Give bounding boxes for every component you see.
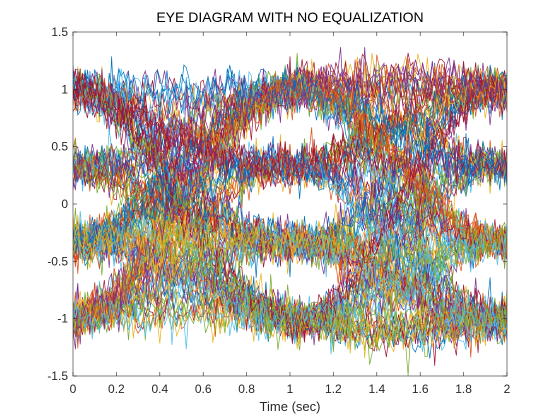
- trace-line: [73, 223, 507, 344]
- x-tick-label: 0.8: [238, 382, 255, 396]
- x-tick-label: 1: [287, 382, 294, 396]
- trace-line: [73, 68, 507, 344]
- trace-line: [73, 220, 507, 350]
- x-tick-label: 2: [504, 382, 511, 396]
- x-tick-label: 0: [70, 382, 77, 396]
- trace-line: [73, 71, 507, 264]
- x-axis: 0 0.2 0.4 0.6 0.8 1 1.2 1.4 1.6 1.8 2: [70, 32, 511, 396]
- trace-line: [73, 47, 507, 186]
- chart-title: EYE DIAGRAM WITH NO EQUALIZATION: [156, 9, 424, 25]
- trace-line: [73, 66, 507, 182]
- trace-line: [73, 70, 507, 183]
- trace-line: [73, 68, 507, 343]
- x-tick-label: 0.2: [108, 382, 125, 396]
- trace-line: [73, 128, 507, 338]
- x-tick-label: 1.8: [455, 382, 472, 396]
- trace-line: [73, 224, 507, 352]
- y-tick-label: -1.5: [47, 369, 68, 383]
- trace-line: [73, 62, 507, 350]
- trace-line: [73, 209, 507, 342]
- trace-line: [73, 66, 507, 341]
- y-tick-label: 0: [61, 197, 68, 211]
- trace-line: [73, 80, 507, 332]
- eye-traces: [73, 47, 507, 376]
- y-tick-label: 1.5: [51, 25, 68, 39]
- trace-line: [73, 71, 507, 266]
- trace-line: [73, 78, 507, 261]
- trace-line: [73, 69, 507, 252]
- x-tick-label: 1.2: [325, 382, 342, 396]
- trace-line: [73, 61, 507, 338]
- trace-line: [73, 69, 507, 352]
- y-axis: -1.5 -1 -0.5 0 0.5 1 1.5: [47, 25, 507, 383]
- x-tick-label: 1.6: [412, 382, 429, 396]
- y-tick-label: -1: [57, 312, 68, 326]
- trace-line: [73, 220, 507, 331]
- y-tick-label: 1: [61, 82, 68, 96]
- x-tick-label: 0.4: [151, 382, 168, 396]
- x-tick-label: 1.4: [368, 382, 385, 396]
- x-axis-label: Time (sec): [259, 399, 321, 414]
- trace-line: [73, 147, 507, 337]
- y-tick-label: -0.5: [47, 254, 68, 268]
- x-tick-label: 0.6: [195, 382, 212, 396]
- trace-line: [73, 78, 507, 259]
- trace-line: [73, 76, 507, 186]
- y-tick-label: 0.5: [51, 140, 68, 154]
